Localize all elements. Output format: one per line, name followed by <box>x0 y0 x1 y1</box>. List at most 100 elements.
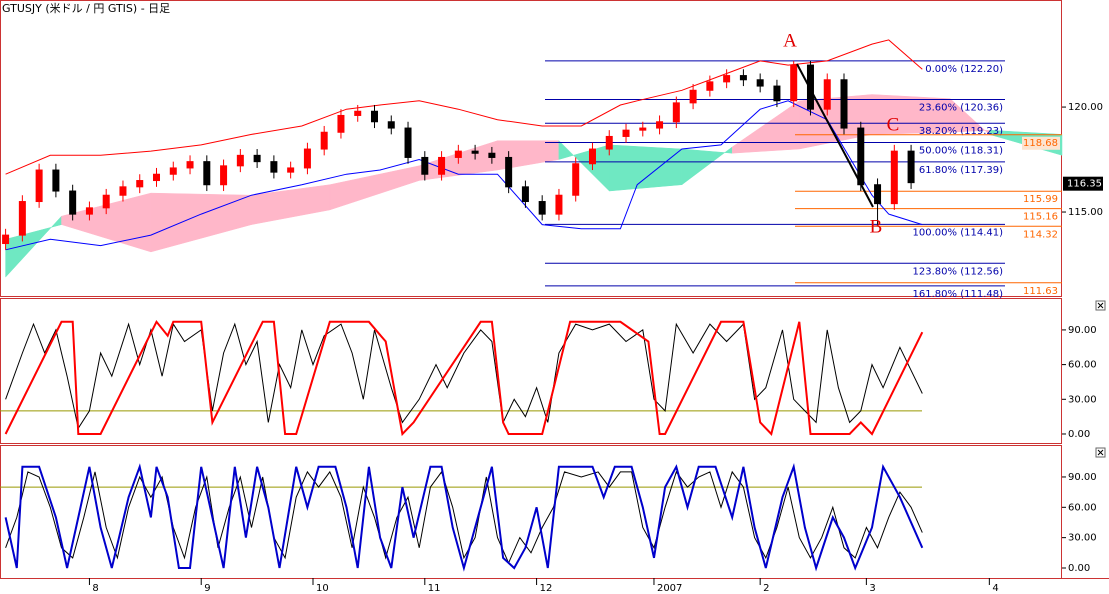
x-tick-label: 9 <box>204 583 210 594</box>
candle-body <box>656 121 664 129</box>
candle-body <box>672 102 680 123</box>
candle-body <box>287 167 295 173</box>
candle-body <box>320 131 328 150</box>
price-level-label: 115.16 <box>1023 212 1058 223</box>
candle-body <box>505 156 513 188</box>
candle-body <box>303 148 311 169</box>
x-tick-label: 11 <box>428 583 441 594</box>
y-tick-label: 90.00 <box>1068 325 1097 336</box>
candle-body <box>52 169 60 192</box>
candle-body <box>253 154 261 163</box>
close-icon[interactable] <box>1097 302 1104 309</box>
close-icon[interactable] <box>1097 449 1104 456</box>
x-tick-label: 12 <box>540 583 553 594</box>
candle-body <box>404 127 412 158</box>
candle-body <box>421 156 429 175</box>
candle-body <box>18 201 26 236</box>
candle-body <box>739 75 747 81</box>
fib-label: 23.60% (120.36) <box>919 103 1003 114</box>
candle-body <box>387 121 395 129</box>
fib-label: 100.00% (114.41) <box>913 227 1004 238</box>
candle-body <box>102 194 110 209</box>
candle-body <box>756 79 764 87</box>
candle-body <box>337 114 345 133</box>
y-tick-label: 60.00 <box>1068 502 1097 513</box>
candle-body <box>840 79 848 129</box>
price-level-label: 114.32 <box>1023 229 1058 240</box>
candle-body <box>220 165 228 186</box>
y-tick-label: 30.00 <box>1068 533 1097 544</box>
candle-body <box>806 64 814 110</box>
panel-close[interactable] <box>1095 300 1106 311</box>
candle-body <box>773 85 781 102</box>
candle-body <box>790 64 798 102</box>
x-tick-label: 8 <box>92 583 98 594</box>
candle-body <box>169 167 177 175</box>
candle-body <box>689 89 697 104</box>
candle-body <box>706 81 714 91</box>
line-series <box>5 100 923 251</box>
fib-label: 123.80% (112.56) <box>913 266 1004 277</box>
fib-label: 38.20% (119.23) <box>919 126 1003 137</box>
fib-label: 161.80% (111.48) <box>913 289 1004 300</box>
candle-body <box>471 150 479 154</box>
candle-body <box>153 173 161 182</box>
y-tick-label: 0.00 <box>1068 429 1090 440</box>
line-series <box>4 463 924 572</box>
candle-body <box>874 184 882 205</box>
candle-body <box>35 169 43 203</box>
candle-body <box>270 161 278 173</box>
fib-label: 50.00% (118.31) <box>919 146 1003 157</box>
line-series <box>4 319 924 437</box>
candle-body <box>605 135 613 150</box>
ichimoku-cloud <box>609 144 683 192</box>
candle-body <box>69 190 77 215</box>
candle-body <box>907 150 915 184</box>
candle-body <box>588 148 596 165</box>
y-tick-label: 0.00 <box>1068 563 1090 574</box>
x-tick-label: 3 <box>869 583 875 594</box>
candle-body <box>572 163 580 196</box>
candle-body <box>622 129 630 137</box>
candle-body <box>639 127 647 131</box>
annotation: C <box>887 114 900 135</box>
x-tick-label: 10 <box>316 583 329 594</box>
annotation: A <box>783 30 797 51</box>
panel-close[interactable] <box>1095 447 1106 458</box>
candle-body <box>203 161 211 186</box>
y-tick-label: 60.00 <box>1068 360 1097 371</box>
fib-label: 0.00% (122.20) <box>925 64 1003 75</box>
candle-body <box>2 234 10 245</box>
level-label-bg <box>1022 136 1060 150</box>
candle-body <box>136 180 144 188</box>
candle-body <box>354 110 362 116</box>
candle-body <box>521 186 529 203</box>
chart-title: GTUSJY (米ドル / 円 GTIS) - 日足 <box>2 2 170 15</box>
candle-body <box>85 207 93 215</box>
candle-body <box>370 110 378 123</box>
candle-body <box>186 161 194 169</box>
y-tick-label: 120.00 <box>1068 102 1103 113</box>
candle-body <box>454 150 462 158</box>
y-tick-label: 115.00 <box>1068 207 1103 218</box>
annotation: B <box>870 216 883 237</box>
candle-body <box>723 75 731 83</box>
candle-body <box>488 152 496 158</box>
candle-body <box>555 194 563 215</box>
candle-body <box>119 186 127 196</box>
wave-line <box>796 63 874 208</box>
osc1-panel-frame <box>0 298 1062 444</box>
last-price-label: 116.35 <box>1067 179 1102 190</box>
price-level-label: 115.99 <box>1023 194 1058 205</box>
y-tick-label: 90.00 <box>1068 472 1097 483</box>
candle-body <box>823 79 831 110</box>
price-level-label: 111.63 <box>1023 286 1058 297</box>
candle-body <box>236 154 244 167</box>
x-tick-label: 4 <box>992 583 998 594</box>
fib-label: 61.80% (117.39) <box>919 165 1003 176</box>
candle-body <box>438 156 446 175</box>
price-level-label: 118.68 <box>1023 138 1058 149</box>
line-series <box>5 39 923 175</box>
